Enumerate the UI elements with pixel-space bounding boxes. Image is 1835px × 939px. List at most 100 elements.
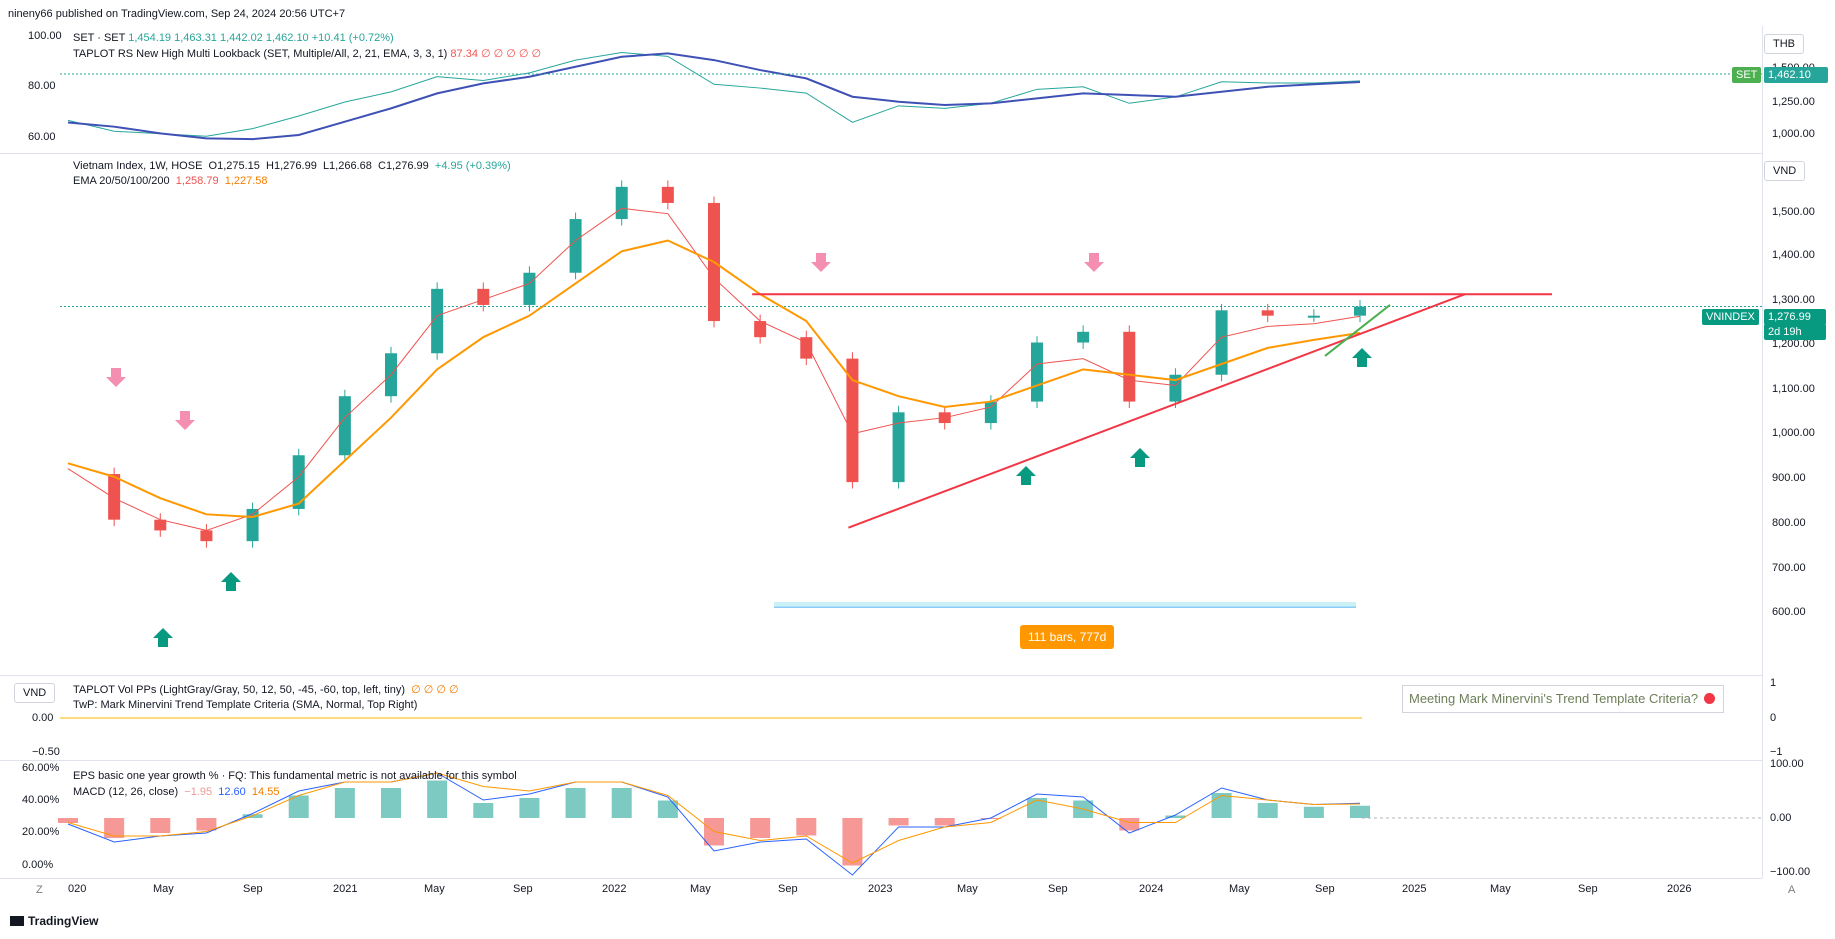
date-range-band	[774, 602, 1356, 607]
pane-separator[interactable]	[0, 675, 1762, 676]
ema-legend[interactable]: EMA 20/50/100/200 1,258.79 1,227.58	[73, 175, 268, 187]
set-price-badge-value: 1,462.10	[1764, 67, 1828, 83]
candle-body	[477, 288, 490, 305]
time-axis-label: Sep	[1578, 883, 1598, 895]
candle-body	[431, 288, 444, 354]
macd-histogram-bar	[750, 818, 771, 838]
right-axis-label: 1,250.00	[1772, 96, 1815, 108]
macd-histogram-bar	[1350, 805, 1370, 818]
macd-line	[67, 772, 1361, 876]
candle-body	[1261, 310, 1274, 316]
time-axis-label: May	[1490, 883, 1511, 895]
candle-body	[1307, 315, 1320, 318]
rs-legend-value: 87.34 ∅ ∅ ∅ ∅ ∅	[450, 48, 542, 60]
macd-line-value: 12.60	[218, 786, 246, 798]
left-axis-label: 0.00	[32, 712, 54, 724]
macd-hist-value: −1.95	[184, 786, 213, 798]
macd-histogram-bar	[519, 798, 540, 818]
date-range-label[interactable]: 111 bars, 777d	[1020, 625, 1115, 649]
tradingview-logo[interactable]: TradingView	[10, 914, 98, 928]
candle-body	[1215, 310, 1228, 375]
ema-line	[67, 239, 1361, 519]
pane-separator[interactable]	[0, 153, 1762, 154]
macd-histogram-bar	[1211, 793, 1232, 818]
rs-legend-text: TAPLOT RS New High Multi Lookback (SET, …	[73, 48, 448, 60]
pane-separator[interactable]	[0, 878, 1762, 879]
vol-pps-text: TAPLOT Vol PPs (LightGray/Gray, 50, 12, …	[73, 684, 405, 696]
candle-body	[292, 455, 305, 509]
rs-line-blue	[67, 52, 1361, 141]
vnindex-badge-countdown: 2d 19h	[1764, 324, 1826, 340]
candle-body	[846, 358, 859, 483]
tradingview-brand-text: TradingView	[28, 914, 99, 928]
set-price-line	[67, 52, 1361, 137]
minervini-status-box[interactable]: Meeting Mark Minervini's Trend Template …	[1402, 685, 1724, 713]
candle-body	[108, 474, 121, 520]
time-axis-label: 2023	[868, 883, 893, 895]
right-axis-label: 1,200.00	[1772, 338, 1815, 350]
currency-vnd-button[interactable]: VND	[1764, 161, 1806, 181]
macd-legend[interactable]: MACD (12, 26, close) −1.95 12.60 14.55	[73, 786, 279, 798]
time-axis-label: 2026	[1667, 883, 1692, 895]
candle-body	[984, 401, 997, 424]
ohlc-low-label: L1,266.68	[322, 160, 372, 172]
short-trendline	[1324, 304, 1391, 357]
left-axis-label: 40.00%	[22, 794, 60, 806]
ema50-value: 1,227.58	[224, 175, 268, 187]
up-arrow-icon	[1130, 448, 1150, 467]
vnindex-legend[interactable]: Vietnam Index, 1W, HOSE O1,275.15 H1,276…	[73, 160, 511, 172]
macd-histogram-bar	[334, 788, 355, 818]
left-axis-label: −0.50	[32, 746, 60, 758]
time-axis-label: 2024	[1139, 883, 1164, 895]
time-axis-label: Sep	[1315, 883, 1335, 895]
candle-body	[661, 186, 674, 203]
vnindex-badge-symbol: VNINDEX	[1702, 309, 1759, 325]
log-scale-z-icon[interactable]: Z	[36, 884, 43, 896]
vnindex-title: Vietnam Index, 1W, HOSE	[73, 160, 203, 172]
pane-separator[interactable]	[0, 760, 1762, 761]
right-axis-label: 1,100.00	[1772, 383, 1815, 395]
candle-body	[892, 412, 905, 483]
candle-body	[569, 219, 582, 273]
minervini-legend[interactable]: TwP: Mark Minervini Trend Template Crite…	[73, 699, 418, 711]
set-ohlc: 1,454.19 1,463.31 1,442.02 1,462.10 +10.…	[128, 32, 394, 44]
macd-signal-value: 14.55	[251, 786, 280, 798]
tradingview-logo-icon	[10, 916, 24, 926]
macd-legend-text: MACD (12, 26, close)	[73, 786, 179, 798]
macd-histogram-bar	[565, 788, 586, 818]
macd-histogram-bar	[657, 800, 678, 818]
candle-body	[1077, 331, 1090, 343]
time-axis-label: Sep	[243, 883, 263, 895]
right-axis-label: 0.00	[1770, 812, 1792, 824]
currency-vnd-left-button[interactable]: VND	[14, 683, 56, 703]
currency-thb-button[interactable]: THB	[1764, 34, 1804, 54]
up-arrow-icon	[153, 628, 173, 647]
candle-body	[1354, 306, 1366, 316]
candle-body	[754, 321, 767, 338]
candle-body	[800, 337, 813, 359]
auto-scale-a-icon[interactable]: A	[1788, 884, 1796, 896]
vol-pps-legend[interactable]: TAPLOT Vol PPs (LightGray/Gray, 50, 12, …	[73, 683, 459, 696]
ohlc-high-label: H1,276.99	[266, 160, 317, 172]
set-legend[interactable]: SET · SET 1,454.19 1,463.31 1,442.02 1,4…	[73, 32, 394, 44]
candle-body	[1123, 331, 1136, 402]
macd-histogram-bar	[796, 818, 817, 836]
time-axis-label: 2025	[1402, 883, 1427, 895]
candle-body	[338, 396, 351, 456]
up-arrow-icon	[1352, 348, 1372, 367]
macd-histogram-bar	[1027, 798, 1047, 818]
rs-legend[interactable]: TAPLOT RS New High Multi Lookback (SET, …	[73, 47, 541, 60]
macd-signal-line	[67, 772, 1361, 864]
right-axis-label: −1	[1770, 746, 1783, 758]
eps-legend[interactable]: EPS basic one year growth % · FQ: This f…	[73, 770, 517, 782]
left-axis-label: 80.00	[28, 80, 56, 92]
support-trendline	[848, 293, 1466, 529]
macd-histogram-bar	[427, 780, 448, 818]
publish-header: nineny66 published on TradingView.com, S…	[0, 0, 1835, 26]
time-axis-label: 2022	[602, 883, 627, 895]
candle-body	[1169, 374, 1182, 402]
candle-body	[1031, 342, 1043, 402]
right-axis-label: 0	[1770, 712, 1777, 724]
time-axis-label: 020	[68, 883, 87, 895]
